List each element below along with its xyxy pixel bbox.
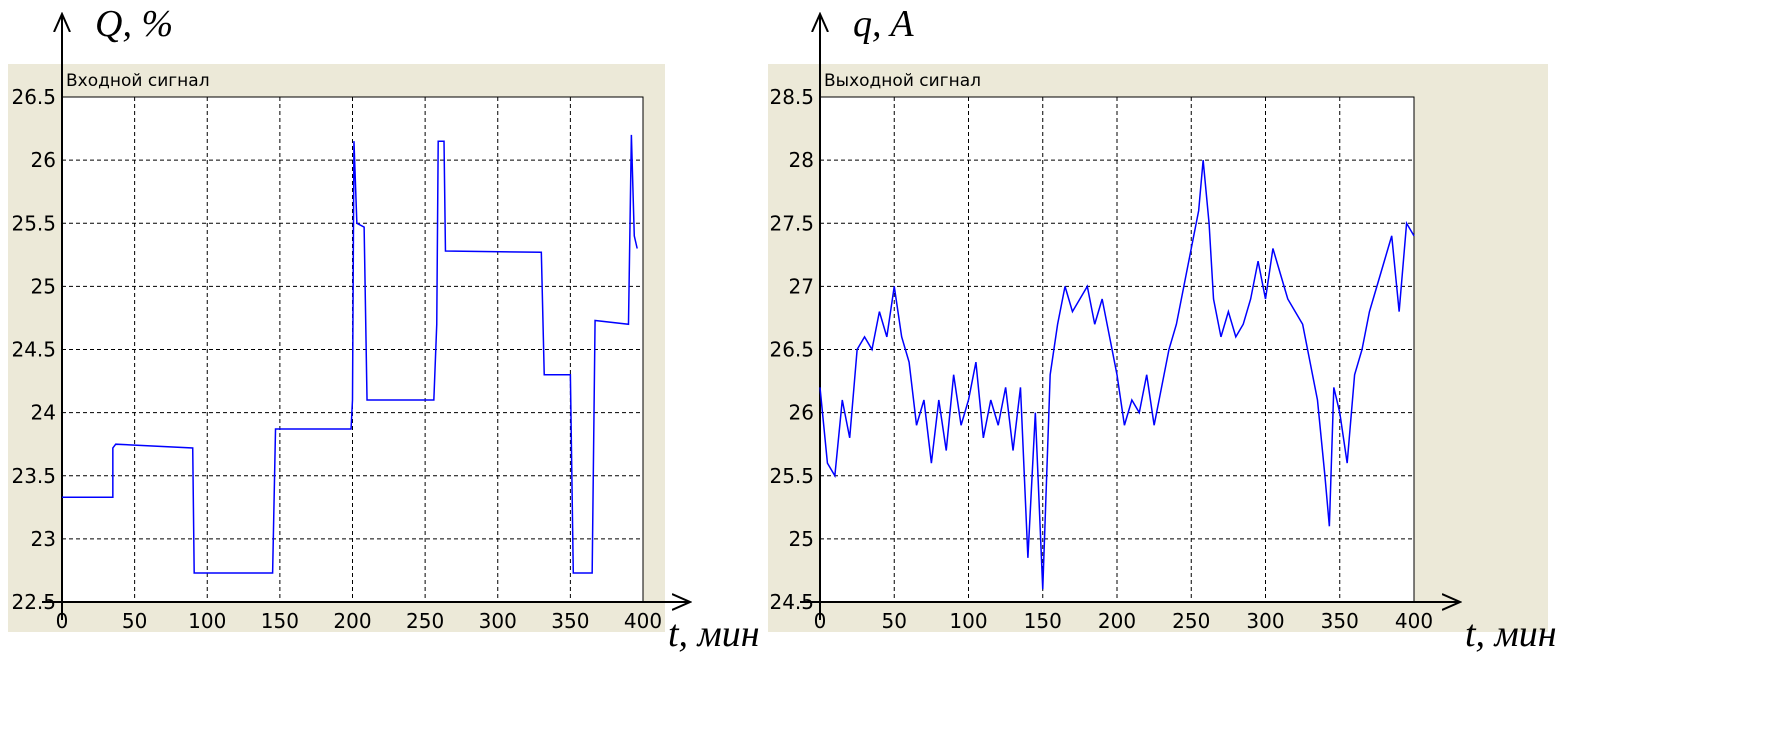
x-tick-label: 400 — [1395, 609, 1433, 633]
y-tick-label: 23 — [31, 527, 56, 551]
y-tick-label: 26 — [789, 401, 814, 425]
x-tick-label: 350 — [551, 609, 589, 633]
y-tick-label: 27 — [789, 274, 814, 298]
data-line — [62, 134, 638, 574]
y-axis-label: Q, % — [95, 3, 173, 45]
x-axis-label: t, мин — [1465, 613, 1557, 655]
x-tick-label: 0 — [814, 609, 827, 633]
x-tick-label: 0 — [56, 609, 69, 633]
y-tick-label: 25.5 — [769, 464, 814, 488]
x-tick-label: 200 — [1098, 609, 1136, 633]
y-tick-label: 23.5 — [11, 464, 56, 488]
x-tick-label: 150 — [261, 609, 299, 633]
y-tick-label: 25 — [31, 274, 56, 298]
y-tick-label: 26.5 — [769, 338, 814, 362]
x-tick-label: 400 — [624, 609, 662, 633]
chart-title: Входной сигнал — [66, 71, 210, 91]
x-tick-label: 100 — [188, 609, 226, 633]
x-tick-label: 250 — [406, 609, 444, 633]
x-tick-label: 50 — [122, 609, 147, 633]
y-tick-label: 27.5 — [769, 211, 814, 235]
y-tick-label: 24 — [31, 401, 56, 425]
x-tick-label: 50 — [882, 609, 907, 633]
y-tick-label: 26 — [31, 148, 56, 172]
x-tick-label: 300 — [479, 609, 517, 633]
y-tick-label: 26.5 — [11, 85, 56, 109]
x-axis-label: t, мин — [668, 613, 760, 655]
x-tick-label: 350 — [1321, 609, 1359, 633]
x-tick-label: 250 — [1172, 609, 1210, 633]
y-tick-label: 25.5 — [11, 211, 56, 235]
x-tick-label: 100 — [949, 609, 987, 633]
y-tick-label: 28 — [789, 148, 814, 172]
x-tick-label: 200 — [333, 609, 371, 633]
x-tick-label: 300 — [1246, 609, 1284, 633]
y-axis-label: q, A — [853, 3, 914, 45]
x-tick-label: 150 — [1024, 609, 1062, 633]
data-line — [819, 160, 1415, 590]
y-tick-label: 24.5 — [11, 338, 56, 362]
y-tick-label: 25 — [789, 527, 814, 551]
chart-title: Выходной сигнал — [824, 71, 981, 91]
y-tick-label: 28.5 — [769, 85, 814, 109]
